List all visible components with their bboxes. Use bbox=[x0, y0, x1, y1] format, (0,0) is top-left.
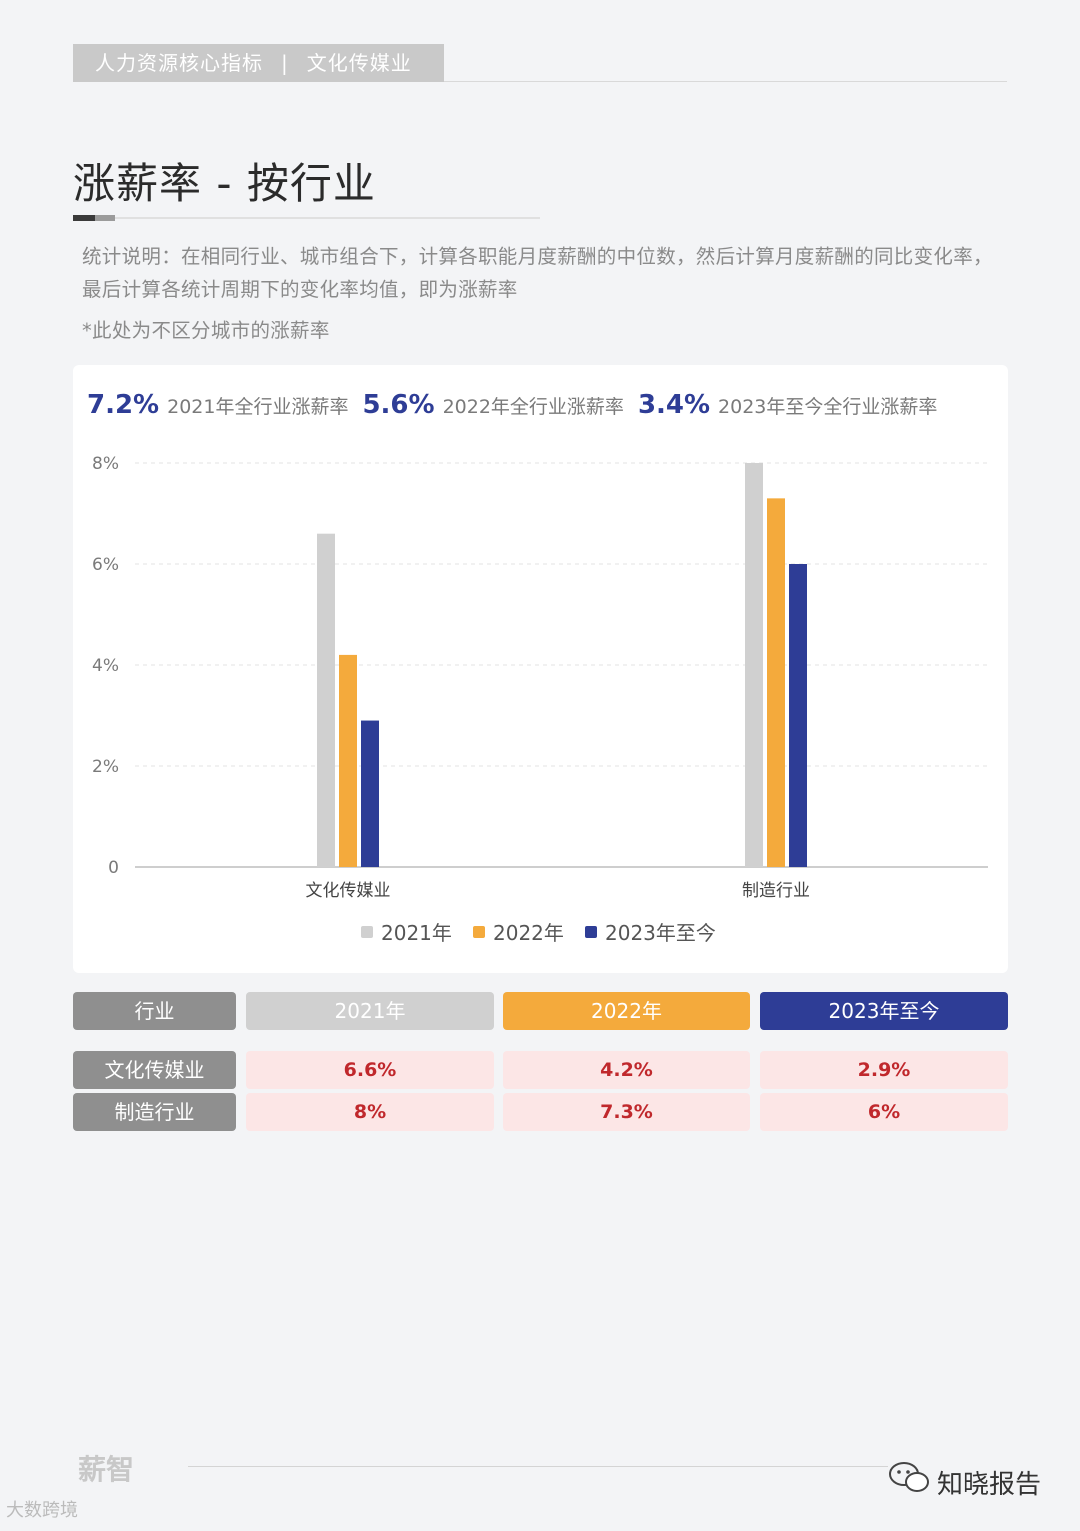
table-value-cell: 6% bbox=[760, 1093, 1008, 1131]
header-industry: 文化传媒业 bbox=[306, 51, 412, 75]
overall-stats: 7.2% 2021年全行业涨薪率 5.6% 2022年全行业涨薪率 3.4% 2023年至… bbox=[87, 390, 951, 420]
wechat-account-name: 知晓报告 bbox=[937, 1470, 1042, 1500]
bar-chart: 0 2% 4% 6% 8% 文化传媒业 制造行业 2021年 2022年 2023年至今 bbox=[92, 454, 988, 945]
stat-2023-value: 3.4% bbox=[637, 390, 711, 420]
y-tick-label: 0 bbox=[108, 858, 119, 878]
bar bbox=[745, 463, 763, 867]
title-underline-grey bbox=[95, 215, 115, 221]
table-value-cell: 4.2% bbox=[503, 1051, 750, 1089]
table-value-cell: 6.6% bbox=[246, 1051, 494, 1089]
table-header-cell: 2021年 bbox=[246, 992, 494, 1030]
x-tick-label: 制造行业 bbox=[742, 881, 810, 901]
legend-label: 2023年至今 bbox=[605, 921, 716, 945]
statistics-note: 统计说明：在相同行业、城市组合下，计算各职能月度薪酬的中位数，然后计算月度薪酬的… bbox=[82, 245, 993, 301]
stat-2021-value: 7.2% bbox=[87, 390, 160, 420]
brand-logo: 薪智 bbox=[78, 1453, 135, 1486]
table-value-cell: 2.9% bbox=[760, 1051, 1008, 1089]
wechat-icon bbox=[889, 1462, 929, 1492]
table-value-cell: 7.3% bbox=[503, 1093, 750, 1131]
table-header-cell: 2022年 bbox=[503, 992, 750, 1030]
footer-divider bbox=[188, 1466, 888, 1467]
legend-label: 2022年 bbox=[493, 921, 564, 945]
table-row-label: 文化传媒业 bbox=[73, 1051, 236, 1089]
stat-2022-label: 2022年全行业涨薪率 bbox=[442, 396, 624, 418]
page-title: 涨薪率 - 按行业 bbox=[73, 159, 376, 208]
y-tick-label: 4% bbox=[92, 656, 119, 676]
stat-2021-label: 2021年全行业涨薪率 bbox=[167, 396, 349, 418]
brand-logo-secondary: 大数跨境 bbox=[6, 1500, 78, 1521]
x-tick-label: 文化传媒业 bbox=[306, 881, 391, 901]
header-separator: | bbox=[281, 51, 289, 75]
title-underline-light bbox=[115, 217, 540, 219]
legend-swatch bbox=[473, 926, 485, 938]
chart-card: 7.2% 2021年全行业涨薪率 5.6% 2022年全行业涨薪率 3.4% 2023年至… bbox=[73, 365, 1008, 973]
statistics-subnote: *此处为不区分城市的涨薪率 bbox=[82, 319, 330, 342]
y-tick-label: 2% bbox=[92, 757, 119, 777]
legend-swatch bbox=[361, 926, 373, 938]
stat-2022-value: 5.6% bbox=[362, 390, 435, 420]
header-section: 人力资源核心指标 bbox=[95, 51, 263, 75]
header-tab: 人力资源核心指标 | 文化传媒业 bbox=[73, 44, 444, 82]
bar bbox=[317, 533, 335, 867]
header-divider bbox=[444, 81, 1007, 82]
title-underline-dark bbox=[73, 215, 95, 221]
bar bbox=[339, 654, 357, 867]
table-header-cell: 2023年至今 bbox=[760, 992, 1008, 1030]
stat-2023-label: 2023年至今全行业涨薪率 bbox=[718, 396, 938, 418]
legend-swatch bbox=[585, 926, 597, 938]
legend-label: 2021年 bbox=[381, 921, 452, 945]
bar bbox=[767, 498, 785, 867]
table-row-label: 制造行业 bbox=[73, 1093, 236, 1131]
y-tick-label: 6% bbox=[92, 555, 119, 575]
table-header-cell: 行业 bbox=[73, 992, 236, 1030]
table-value-cell: 8% bbox=[246, 1093, 494, 1131]
y-tick-label: 8% bbox=[92, 454, 119, 474]
bar bbox=[789, 564, 807, 867]
bar bbox=[361, 720, 379, 867]
